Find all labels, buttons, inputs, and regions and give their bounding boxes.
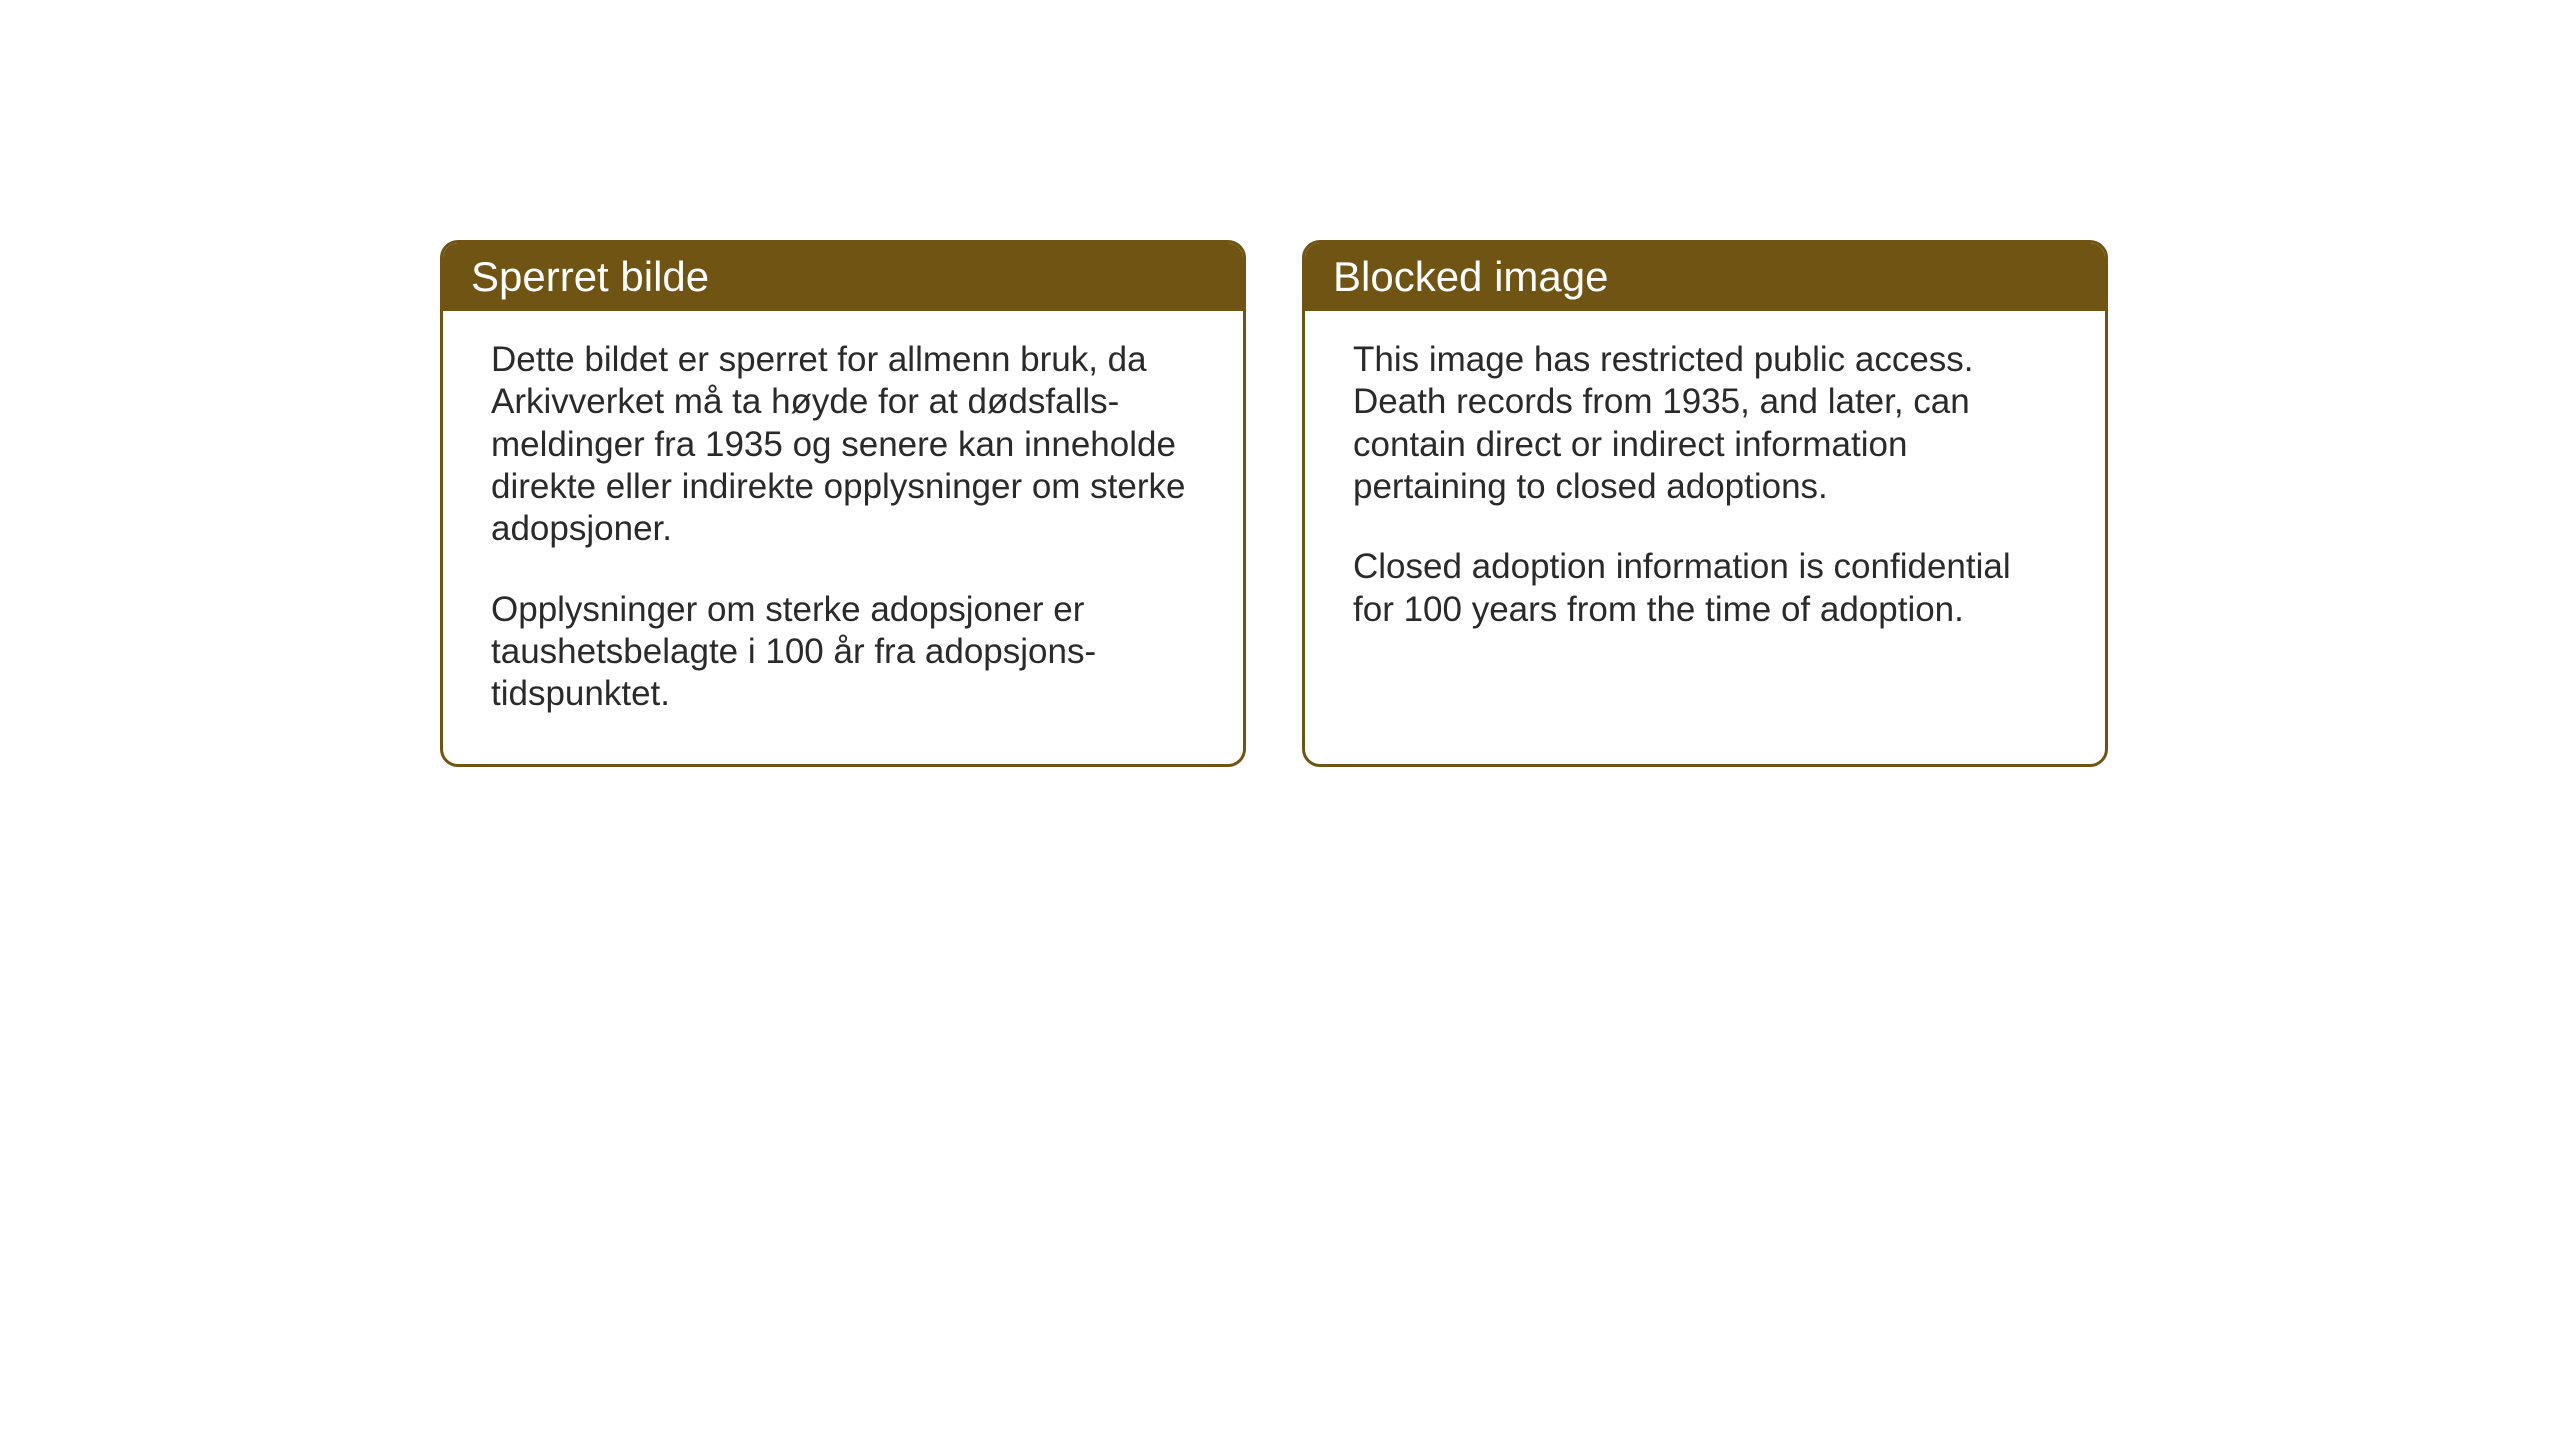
norwegian-card-title: Sperret bilde: [443, 243, 1243, 311]
cards-container: Sperret bilde Dette bildet er sperret fo…: [0, 0, 2560, 1007]
norwegian-card: Sperret bilde Dette bildet er sperret fo…: [440, 240, 1246, 767]
english-paragraph-1: This image has restricted public access.…: [1353, 339, 2057, 508]
norwegian-card-body: Dette bildet er sperret for allmenn bruk…: [443, 311, 1243, 764]
norwegian-paragraph-1: Dette bildet er sperret for allmenn bruk…: [491, 339, 1195, 551]
english-card: Blocked image This image has restricted …: [1302, 240, 2108, 767]
english-paragraph-2: Closed adoption information is confident…: [1353, 546, 2057, 631]
norwegian-paragraph-2: Opplysninger om sterke adopsjoner er tau…: [491, 589, 1195, 716]
english-card-title: Blocked image: [1305, 243, 2105, 311]
english-card-body: This image has restricted public access.…: [1305, 311, 2105, 679]
